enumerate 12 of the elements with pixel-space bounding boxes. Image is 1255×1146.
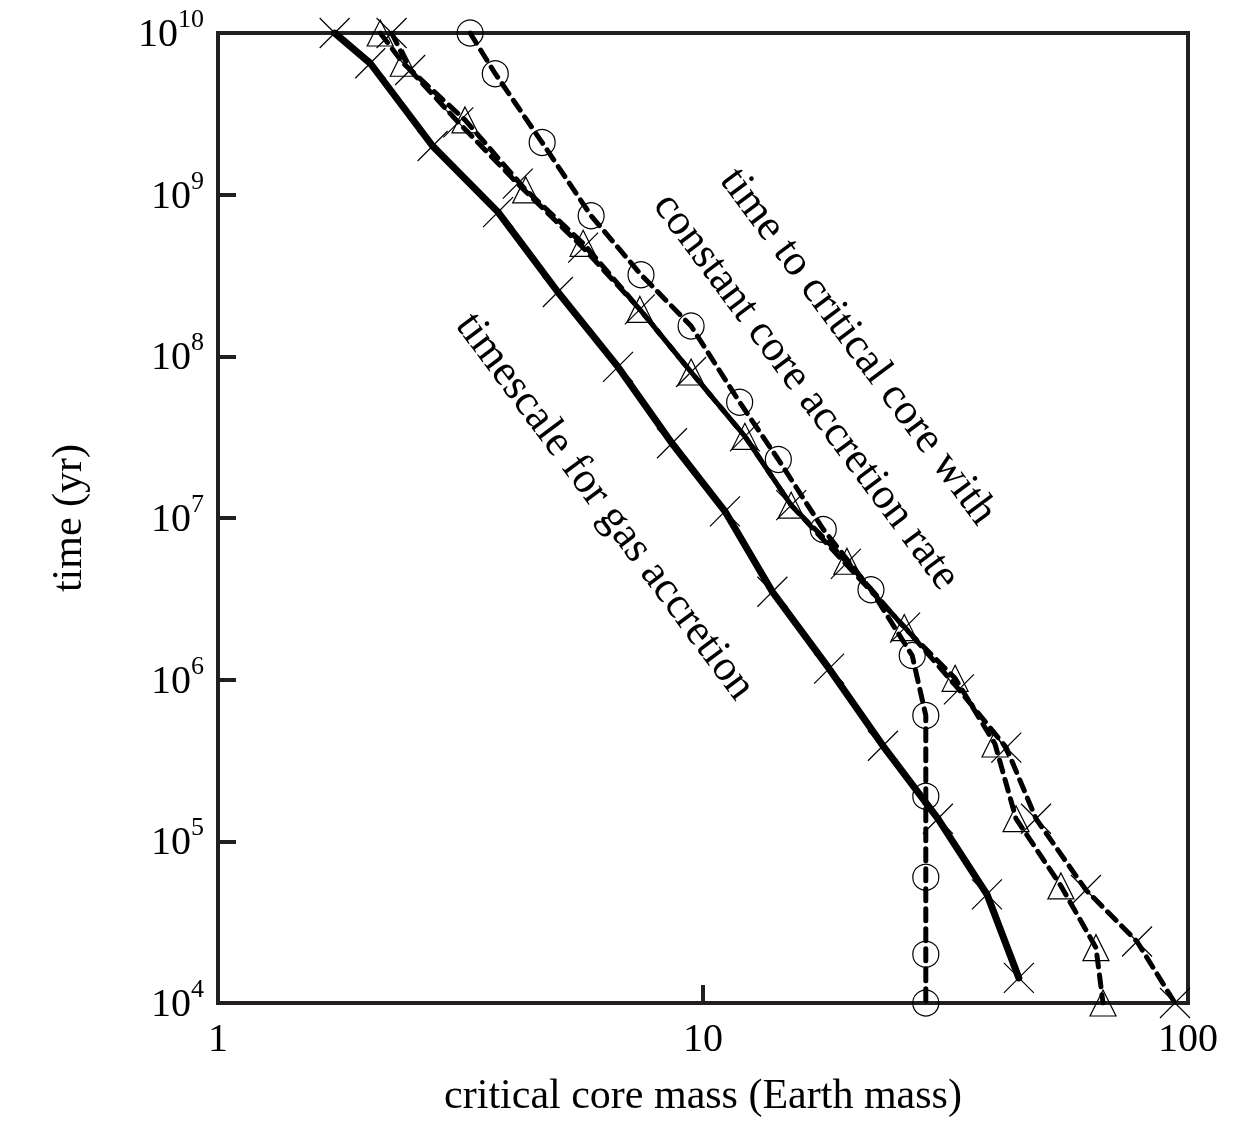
y-tick-label: 10$^{10}$: [138, 3, 204, 55]
x-tick-label: 10: [683, 1014, 723, 1060]
y-tick-label: 10$^{6}$: [151, 650, 204, 702]
y-tick-label: 10$^{5}$: [151, 811, 204, 864]
x-tick-label: 1: [208, 1014, 228, 1060]
y-axis-title: time (yr): [44, 443, 91, 593]
x-axis-title: critical core mass (Earth mass): [444, 1071, 962, 1118]
y-tick-label: 10$^{7}$: [151, 488, 204, 540]
y-tick-label: 10$^{9}$: [151, 165, 204, 217]
y-tick-label: 10$^{4}$: [151, 973, 204, 1025]
x-tick-label: 100: [1158, 1014, 1218, 1060]
y-tick-label: 10$^{8}$: [151, 326, 204, 379]
